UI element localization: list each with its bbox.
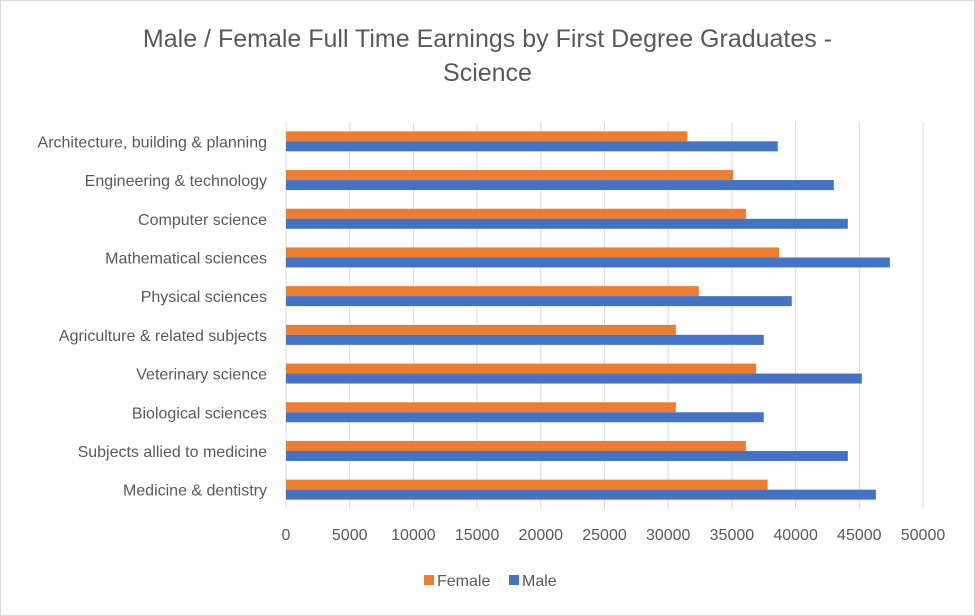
legend-swatch-male (509, 575, 519, 585)
category-label: Architecture, building & planning (38, 134, 267, 151)
x-tick-label: 30000 (646, 527, 691, 544)
category-label: Biological sciences (132, 405, 267, 422)
x-tick-label: 25000 (582, 527, 627, 544)
bar-female (286, 479, 768, 490)
x-tick-label: 50000 (901, 527, 946, 544)
chart-title-line-2: Science (443, 59, 532, 87)
chart-title-line-1: Male / Female Full Time Earnings by Firs… (142, 25, 833, 53)
x-tick-label: 40000 (773, 527, 818, 544)
bar-female (286, 170, 734, 181)
bar-male (286, 450, 848, 461)
bar-female (286, 363, 757, 374)
category-label: Agriculture & related subjects (59, 328, 267, 345)
legend-label-female: Female (437, 573, 490, 590)
x-tick-label: 5000 (332, 527, 368, 544)
bar-female (286, 208, 746, 219)
x-tick-label: 15000 (455, 527, 500, 544)
category-label: Medicine & dentistry (123, 483, 267, 500)
chart-title: Male / Female Full Time Earnings by Firs… (0, 22, 975, 90)
category-label: Engineering & technology (85, 173, 267, 190)
x-tick-label: 20000 (519, 527, 564, 544)
bar-female (286, 247, 780, 258)
x-tick-label: 10000 (391, 527, 436, 544)
category-label: Physical sciences (141, 289, 267, 306)
bar-female (286, 286, 699, 297)
x-tick-label: 45000 (837, 527, 882, 544)
x-tick-label: 35000 (710, 527, 755, 544)
bar-male (286, 373, 862, 384)
bar-female (286, 131, 688, 142)
bar-male (286, 141, 778, 152)
legend-label-male: Male (522, 573, 557, 590)
bar-female (286, 324, 676, 335)
bar-male (286, 180, 834, 191)
bar-male (286, 412, 764, 423)
bar-male (286, 218, 848, 229)
x-tick-label: 0 (282, 527, 291, 544)
category-label: Veterinary science (136, 367, 267, 384)
legend-swatch-female (424, 575, 434, 585)
category-label: Computer science (138, 212, 267, 229)
bar-male (286, 296, 792, 307)
bar-female (286, 402, 676, 413)
category-label: Subjects allied to medicine (78, 444, 268, 461)
bar-female (286, 440, 746, 451)
bar-male (286, 257, 890, 268)
bar-male (286, 489, 876, 500)
category-label: Mathematical sciences (105, 250, 267, 267)
bar-male (286, 334, 764, 345)
